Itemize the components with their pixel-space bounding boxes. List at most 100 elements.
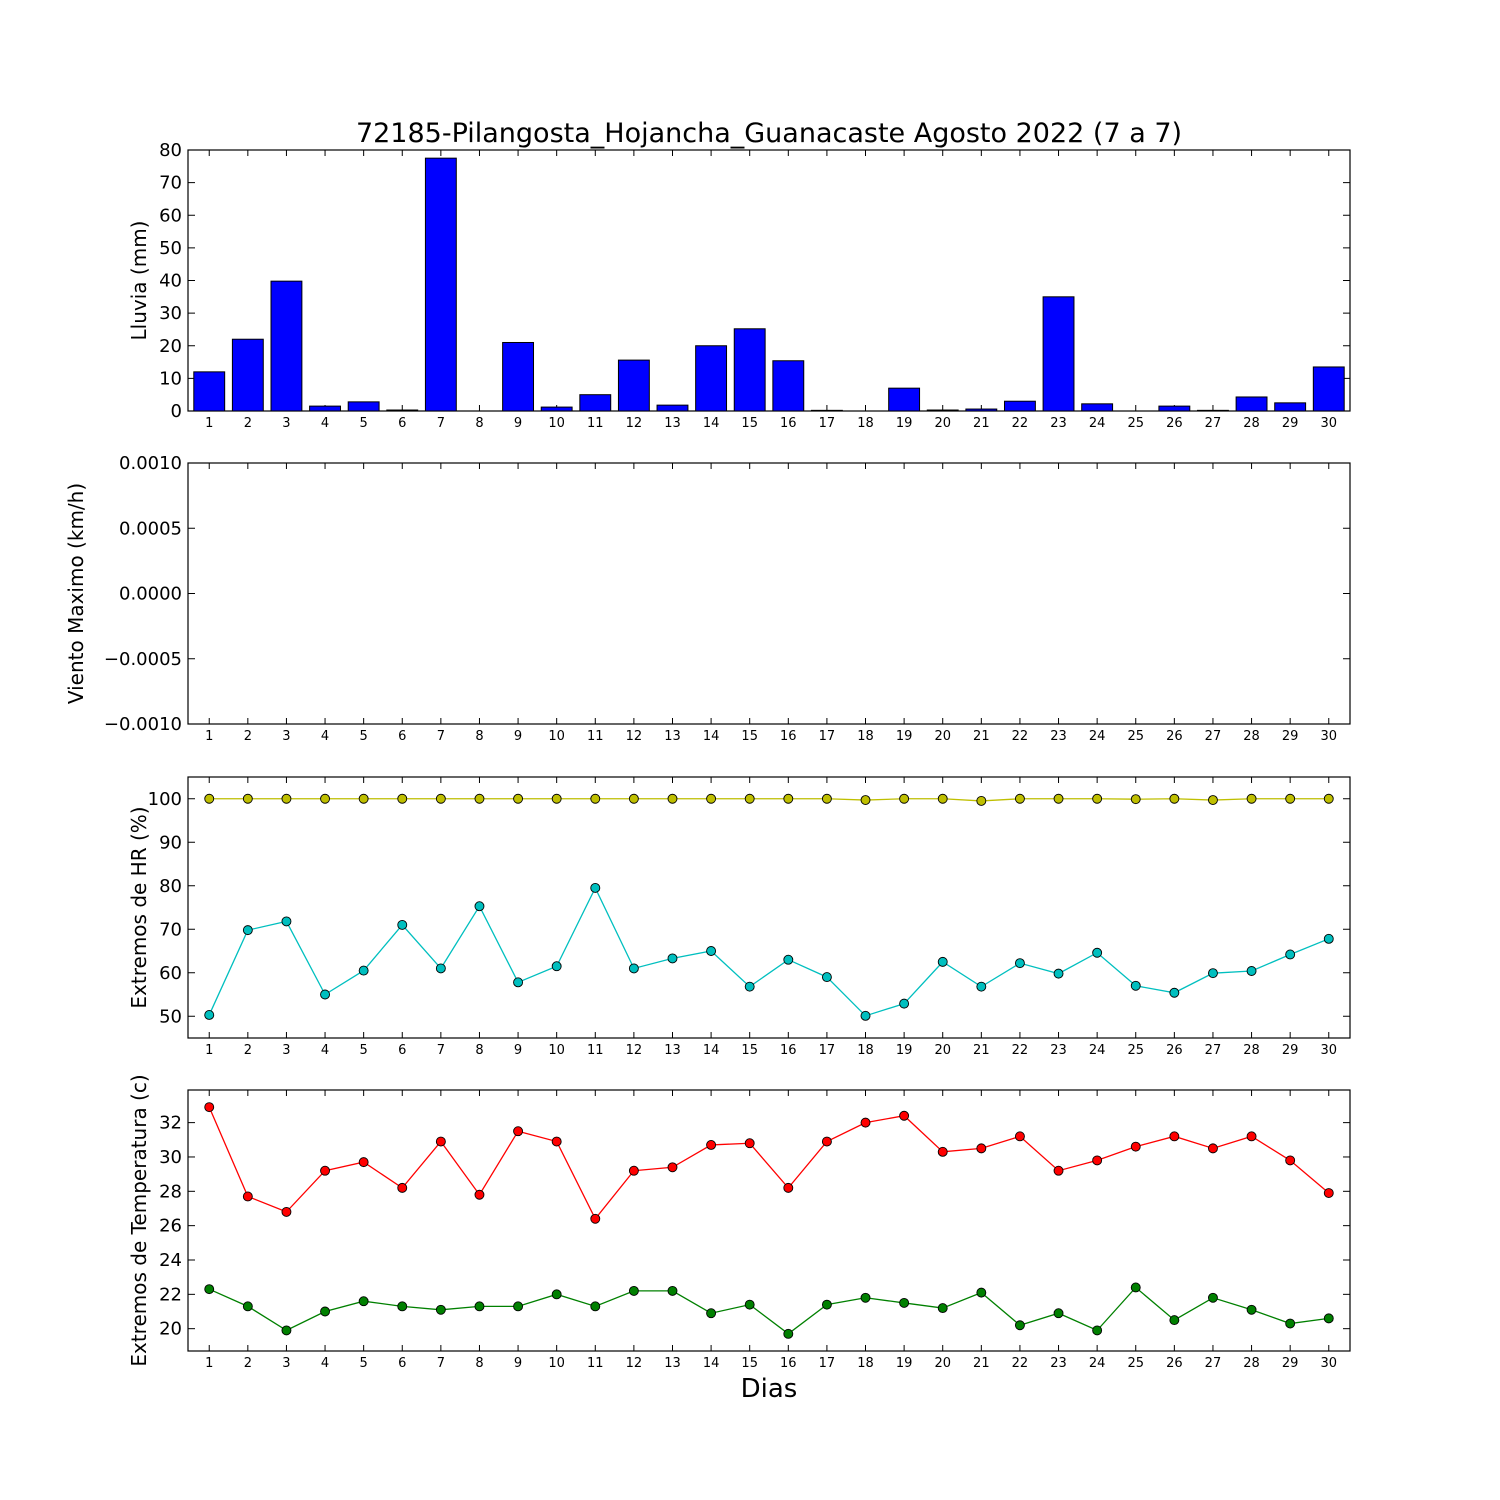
temp-series-2-point-day-17 [821,1299,832,1310]
x-tick-label: 10 [548,1043,565,1058]
x-tick-label: 15 [741,1356,758,1371]
hr-series-2-point-day-7 [435,963,446,974]
hr-series-2-point-day-26 [1169,987,1180,998]
x-tick-label: 12 [626,416,643,431]
temp-series-2-point-day-6 [397,1301,408,1312]
x-tick-label: 12 [626,1356,643,1371]
plot-area [187,149,1351,412]
x-tick-label: 22 [1012,1043,1029,1058]
temp-series-1-point-day-7 [435,1136,446,1147]
rain-bar-day-11 [579,394,612,412]
hr-series-1-point-day-16 [783,793,794,804]
x-tick-label: 15 [741,416,758,431]
temp-series-2-point-day-26 [1169,1315,1180,1326]
rain-bar-day-27 [1197,409,1229,412]
rain-bar-day-4 [309,405,341,412]
x-tick-label: 25 [1127,416,1144,431]
hr-series-2-point-day-16 [783,954,794,965]
temp-series-1-point-day-28 [1246,1131,1257,1142]
x-tick-label: 15 [741,729,758,744]
x-tick-label: 10 [548,416,565,431]
rain-bar-day-9 [502,341,535,412]
hr-series-2-point-day-25 [1130,980,1141,991]
hr-series-1-point-day-1 [204,793,215,804]
x-tick-label: 13 [664,729,681,744]
hr-series-1-point-day-29 [1285,793,1296,804]
x-tick-label: 6 [398,1356,406,1371]
rain-bar-day-15 [733,328,766,412]
x-tick-label: 24 [1089,729,1106,744]
x-tick-label: 22 [1012,729,1029,744]
x-tick-label: 21 [973,1356,990,1371]
y-tick-label: 28 [159,1181,182,1202]
temp-series-2-point-day-23 [1053,1308,1064,1319]
hr-series-1-point-day-24 [1092,793,1103,804]
x-tick-label: 28 [1243,1043,1260,1058]
y-tick-label: 70 [159,173,182,194]
temp-series-1-line [208,1106,1330,1220]
temp-series-1-point-day-30 [1323,1188,1334,1198]
x-tick-label: 19 [896,729,913,744]
temp-series-1-point-day-24 [1092,1155,1103,1166]
x-tick-label: 9 [514,729,522,744]
y-axis-label: Extremos de Temperatura (c) [127,1074,151,1366]
x-tick-label: 2 [244,1043,252,1058]
x-tick-label: 20 [934,416,951,431]
hr-series-1-point-day-11 [590,793,601,804]
x-tick-label: 3 [282,1356,290,1371]
temp-series-1-point-day-9 [513,1126,524,1137]
hr-series-1-point-day-3 [281,793,292,804]
hr-series-1-point-day-19 [899,793,910,804]
temp-series-2-point-day-29 [1285,1318,1296,1329]
hr-series-1-point-day-15 [744,793,755,804]
temp-series-2-point-day-28 [1246,1304,1257,1315]
rain-bar-day-26 [1158,405,1191,412]
temp-series-1-point-day-10 [551,1136,562,1147]
x-tick-label: 8 [475,1043,483,1058]
x-tick-label: 27 [1205,1356,1222,1371]
x-tick-label: 14 [703,729,720,744]
temp-series-2-point-day-7 [435,1304,446,1315]
hr-series-2-point-day-17 [821,972,832,983]
y-tick-label: 90 [159,832,182,853]
hr-series-2-point-day-15 [744,981,755,992]
x-tick-label: 25 [1127,729,1144,744]
x-tick-label: 4 [321,1043,329,1058]
temp-series-1-point-day-6 [397,1182,408,1193]
x-tick-label: 13 [664,1356,681,1371]
y-tick-label: 0.0000 [119,584,182,605]
y-tick-label: 24 [159,1250,182,1271]
x-tick-label: 14 [703,416,720,431]
hr-series-2-point-day-11 [590,882,601,893]
hr-series-2-point-day-30 [1323,933,1334,944]
x-tick-label: 30 [1320,416,1337,431]
x-tick-label: 14 [703,1043,720,1058]
rain-bar-day-13 [656,404,689,412]
x-tick-label: 23 [1050,729,1067,744]
temp-series-1-point-day-11 [590,1213,601,1224]
x-tick-label: 20 [934,1043,951,1058]
hr-series-2-point-day-27 [1208,968,1218,979]
x-tick-label: 16 [780,1356,797,1371]
temp-series-2-point-day-27 [1208,1292,1218,1303]
y-tick-label: 50 [159,238,182,259]
x-tick-label: 26 [1166,729,1183,744]
temp-series-1-point-day-26 [1169,1131,1180,1142]
x-tick-label: 11 [587,416,604,431]
temp-series-2-point-day-14 [706,1308,717,1319]
x-tick-label: 9 [514,1043,522,1058]
x-tick-label: 24 [1089,1356,1106,1371]
hr-series-1-line [209,798,1329,802]
temp-series-2-point-day-22 [1014,1320,1025,1331]
x-tick-label: 2 [244,416,252,431]
x-tick-label: 24 [1089,416,1106,431]
temp-series-1-point-day-12 [628,1165,639,1176]
x-tick-label: 7 [437,1356,445,1371]
hr-series-1-point-day-21 [976,795,987,806]
hr-series-2-point-day-10 [551,961,562,972]
hr-series-1-point-day-5 [358,793,369,804]
x-tick-label: 9 [514,416,522,431]
x-tick-label: 28 [1243,729,1260,744]
